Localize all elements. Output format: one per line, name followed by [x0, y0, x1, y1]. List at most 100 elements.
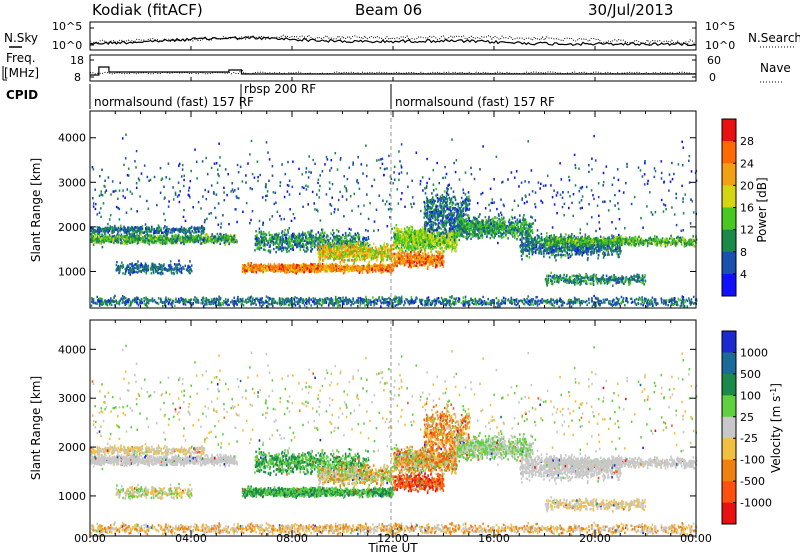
power-point: [166, 226, 168, 228]
power-point: [182, 236, 184, 238]
power-point: [219, 238, 221, 240]
noise-right-tick-bottom: 10^0: [705, 39, 735, 52]
power-point: [118, 234, 120, 236]
power-point: [166, 234, 168, 236]
power-point: [128, 272, 130, 274]
power-point: [166, 242, 168, 244]
power-point: [158, 237, 160, 239]
power-point: [117, 233, 119, 235]
power-point: [138, 264, 140, 266]
power-point: [225, 237, 227, 239]
power-point: [198, 230, 200, 232]
power-point: [94, 229, 96, 231]
power-point: [119, 269, 121, 271]
power-point: [152, 228, 154, 230]
power-point: [162, 269, 164, 271]
power-point: [201, 242, 203, 244]
power-point: [178, 260, 180, 262]
power-point: [362, 271, 364, 273]
power-point: [214, 239, 216, 241]
power-point: [138, 228, 140, 230]
power-point: [178, 234, 180, 236]
power-point: [157, 272, 159, 274]
power-point: [135, 267, 137, 269]
power-point: [182, 267, 184, 269]
power-point: [139, 232, 141, 234]
power-point: [157, 240, 159, 242]
power-point: [180, 271, 182, 273]
power-data-points: [90, 134, 697, 309]
power-point: [201, 233, 203, 235]
power-point: [191, 230, 193, 232]
power-point: [113, 237, 115, 239]
power-point: [171, 228, 173, 230]
power-point: [160, 236, 162, 238]
power-point: [213, 242, 215, 244]
power-point: [94, 235, 96, 237]
power-point: [187, 231, 189, 233]
power-point: [108, 238, 110, 240]
power-point: [181, 226, 183, 228]
power-point: [214, 236, 216, 238]
power-point: [144, 270, 146, 272]
power-point: [172, 241, 174, 243]
power-point: [176, 240, 178, 242]
power-point: [129, 263, 131, 265]
power-point: [201, 230, 203, 232]
power-point: [135, 231, 137, 233]
power-point: [140, 237, 142, 239]
power-point: [171, 235, 173, 237]
power-point: [168, 264, 170, 266]
power-point: [179, 270, 181, 272]
power-point: [180, 236, 182, 238]
power-point: [137, 260, 139, 262]
cpid-segment-2: rbsp 200 RF: [244, 82, 316, 96]
power-point: [188, 270, 190, 272]
power-point: [171, 266, 173, 268]
power-point: [155, 268, 157, 270]
power-point: [211, 241, 213, 243]
power-point: [162, 241, 164, 243]
power-point: [135, 271, 137, 273]
power-point: [100, 238, 102, 240]
freq-tick-bottom: 8: [74, 71, 81, 84]
cpid-row: CPID normalsound (fast) 157 RF rbsp 200 …: [6, 82, 555, 109]
power-point: [109, 237, 111, 239]
power-point: [122, 264, 124, 266]
power-point: [118, 241, 120, 243]
power-point: [108, 229, 110, 231]
power-point: [158, 231, 160, 233]
power-point: [174, 237, 176, 239]
power-point: [157, 270, 159, 272]
power-point: [182, 229, 184, 231]
power-point: [94, 232, 96, 234]
power-point: [163, 263, 165, 265]
power-point: [92, 231, 94, 233]
power-point: [110, 226, 112, 228]
power-point: [128, 236, 130, 238]
power-point: [168, 239, 170, 241]
freq-tick-top: 18: [70, 54, 84, 67]
power-point: [180, 242, 182, 244]
power-point: [160, 264, 162, 266]
power-point: [194, 239, 196, 241]
power-point: [175, 240, 177, 242]
power-point: [187, 237, 189, 239]
power-point: [118, 227, 120, 229]
power-point: [154, 232, 156, 234]
power-point: [174, 228, 176, 230]
power-point: [144, 235, 146, 237]
power-point: [91, 233, 93, 235]
power-point: [170, 264, 172, 266]
power-point: [229, 240, 231, 242]
power-point: [104, 237, 106, 239]
noise-sky-line: [90, 37, 696, 46]
cpid-label: CPID: [6, 88, 38, 102]
power-point: [160, 229, 162, 231]
power-point: [203, 232, 205, 234]
power-point: [171, 269, 173, 271]
power-point: [191, 239, 193, 241]
power-point: [127, 264, 129, 266]
power-point: [161, 232, 163, 234]
power-point: [141, 234, 143, 236]
